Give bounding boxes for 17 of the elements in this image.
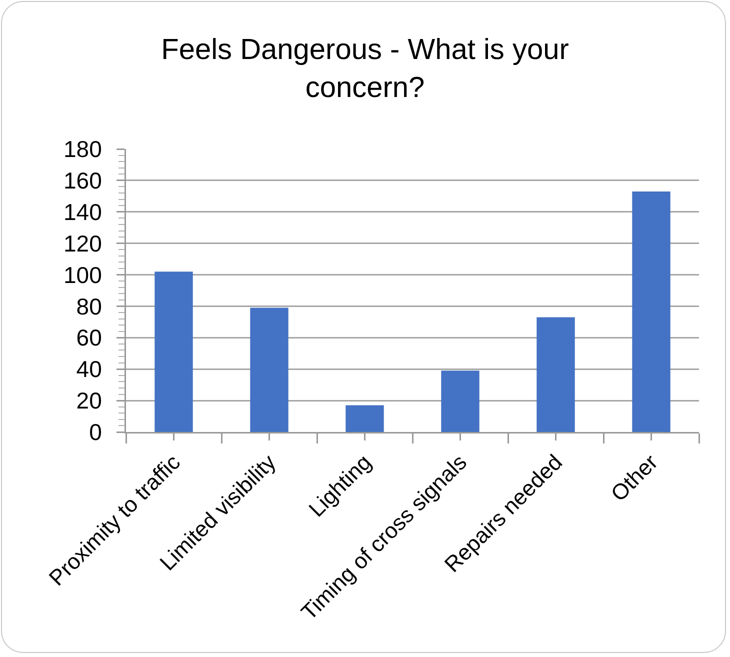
y-tick-label: 180 <box>64 136 102 162</box>
y-tick-label: 160 <box>64 167 102 194</box>
y-tick-label: 20 <box>76 388 102 414</box>
bar <box>154 272 193 432</box>
bar <box>536 317 575 432</box>
bar <box>250 308 288 432</box>
y-tick-label: 60 <box>76 324 102 351</box>
y-tick-label: 80 <box>76 293 102 320</box>
y-tick-label: 0 <box>89 419 102 446</box>
bar <box>441 370 480 432</box>
chart-title: Feels Dangerous - What is your concern? <box>161 34 570 104</box>
bar <box>346 405 384 432</box>
y-tick-label: 120 <box>64 230 102 256</box>
y-tick-label: 40 <box>76 356 102 382</box>
bar <box>632 191 670 432</box>
y-tick-label: 100 <box>64 262 102 288</box>
y-tick-label: 140 <box>64 198 102 225</box>
